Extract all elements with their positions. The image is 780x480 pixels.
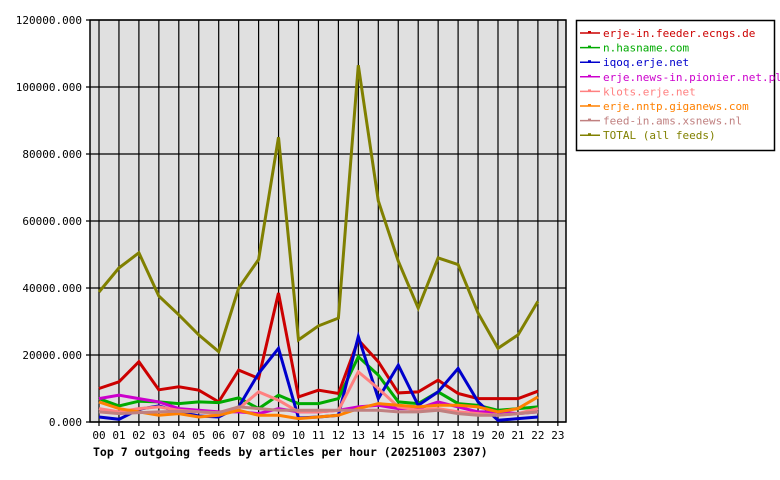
- legend-label: iqoq.erje.net: [603, 56, 689, 69]
- legend-marker-icon: [588, 60, 591, 63]
- legend-box: [575, 19, 776, 152]
- x-tick-label: 21: [511, 429, 524, 442]
- series-line-6: [98, 405, 539, 417]
- x-tick-label: 16: [412, 429, 425, 442]
- x-tick-label: 19: [471, 429, 484, 442]
- y-axis: 0.000 20000.000 40000.000 60000.000 80000.00…: [16, 14, 82, 429]
- x-tick-label: 02: [132, 429, 145, 442]
- y-tick-label: 100000.000: [16, 81, 82, 94]
- legend-marker-icon: [588, 118, 591, 121]
- y-tick-label: 0.000: [49, 416, 82, 429]
- x-tick-label: 01: [112, 429, 125, 442]
- series-line-5: [98, 395, 539, 421]
- legend: erje-in.feeder.ecngs.de n.hasname.comiqoq…: [575, 19, 780, 152]
- legend-label: erje.nntp.giganews.com: [603, 100, 749, 113]
- legend-marker-icon: [588, 104, 591, 106]
- series-line-1: [98, 354, 539, 412]
- legend-item: klots.erje.net: [580, 85, 696, 98]
- x-tick-label: 05: [192, 429, 205, 442]
- y-tick-label: 20000.000: [22, 349, 82, 362]
- chart-title: Top 7 outgoing feeds by articles per hou…: [93, 445, 488, 459]
- x-tick-label: 04: [172, 429, 186, 442]
- series-line-4: [98, 369, 539, 417]
- y-tick-label: 120000.000: [16, 14, 82, 27]
- legend-item: erje.nntp.giganews.com: [580, 100, 749, 113]
- data-series: [97, 64, 540, 422]
- legend-label: TOTAL (all feeds): [603, 129, 716, 142]
- x-tick-label: 23: [551, 429, 564, 442]
- legend-label: erje-in.feeder.ecngs.de: [603, 27, 755, 40]
- legend-label: erje.news-in.pionier.net.pl: [603, 71, 780, 84]
- x-tick-label: 09: [272, 429, 285, 442]
- series-line-0: [98, 292, 539, 404]
- legend-label: feed-in.ams.xsnews.nl: [603, 115, 742, 128]
- legend-marker-icon: [588, 89, 591, 92]
- legend-item: erje-in.feeder.ecngs.de: [580, 27, 755, 40]
- x-tick-label: 06: [212, 429, 225, 442]
- legend-marker-icon: [588, 31, 591, 33]
- x-tick-label: 00: [92, 429, 105, 442]
- y-tick-label: 40000.000: [22, 282, 82, 295]
- x-tick-label: 14: [372, 429, 386, 442]
- x-tick-label: 15: [392, 429, 405, 442]
- x-tick-label: 20: [491, 429, 504, 442]
- x-tick-label: 10: [292, 429, 305, 442]
- x-tick-label: 22: [531, 429, 544, 442]
- x-tick-label: 07: [232, 429, 245, 442]
- grid-lines: [86, 19, 566, 426]
- x-tick-label: 17: [432, 429, 445, 442]
- legend-item: erje.news-in.pionier.net.pl: [580, 71, 780, 84]
- legend-item: TOTAL (all feeds): [580, 129, 716, 142]
- y-tick-label: 80000.000: [22, 148, 82, 161]
- x-axis: 00 01 02 03 04 05 06 07 08 09 10 11 12 13 14 15 16 17 18 19…: [92, 429, 564, 442]
- legend-item: iqoq.erje.net: [580, 56, 689, 69]
- legend-item: n.hasname.com: [580, 42, 689, 55]
- x-tick-label: 11: [312, 429, 325, 442]
- x-tick-label: 18: [451, 429, 464, 442]
- legend-marker-icon: [588, 74, 591, 77]
- x-tick-label: 12: [332, 429, 345, 442]
- legend-item: feed-in.ams.xsnews.nl: [580, 115, 742, 128]
- legend-label: n.hasname.com: [603, 42, 689, 55]
- y-tick-label: 60000.000: [22, 215, 82, 228]
- legend-label: klots.erje.net: [603, 85, 696, 98]
- x-tick-label: 03: [152, 429, 165, 442]
- x-tick-label: 08: [252, 429, 265, 442]
- legend-marker-icon: [588, 45, 591, 48]
- legend-marker-icon: [588, 133, 591, 136]
- series-line-7: [97, 64, 540, 355]
- x-tick-label: 13: [352, 429, 365, 442]
